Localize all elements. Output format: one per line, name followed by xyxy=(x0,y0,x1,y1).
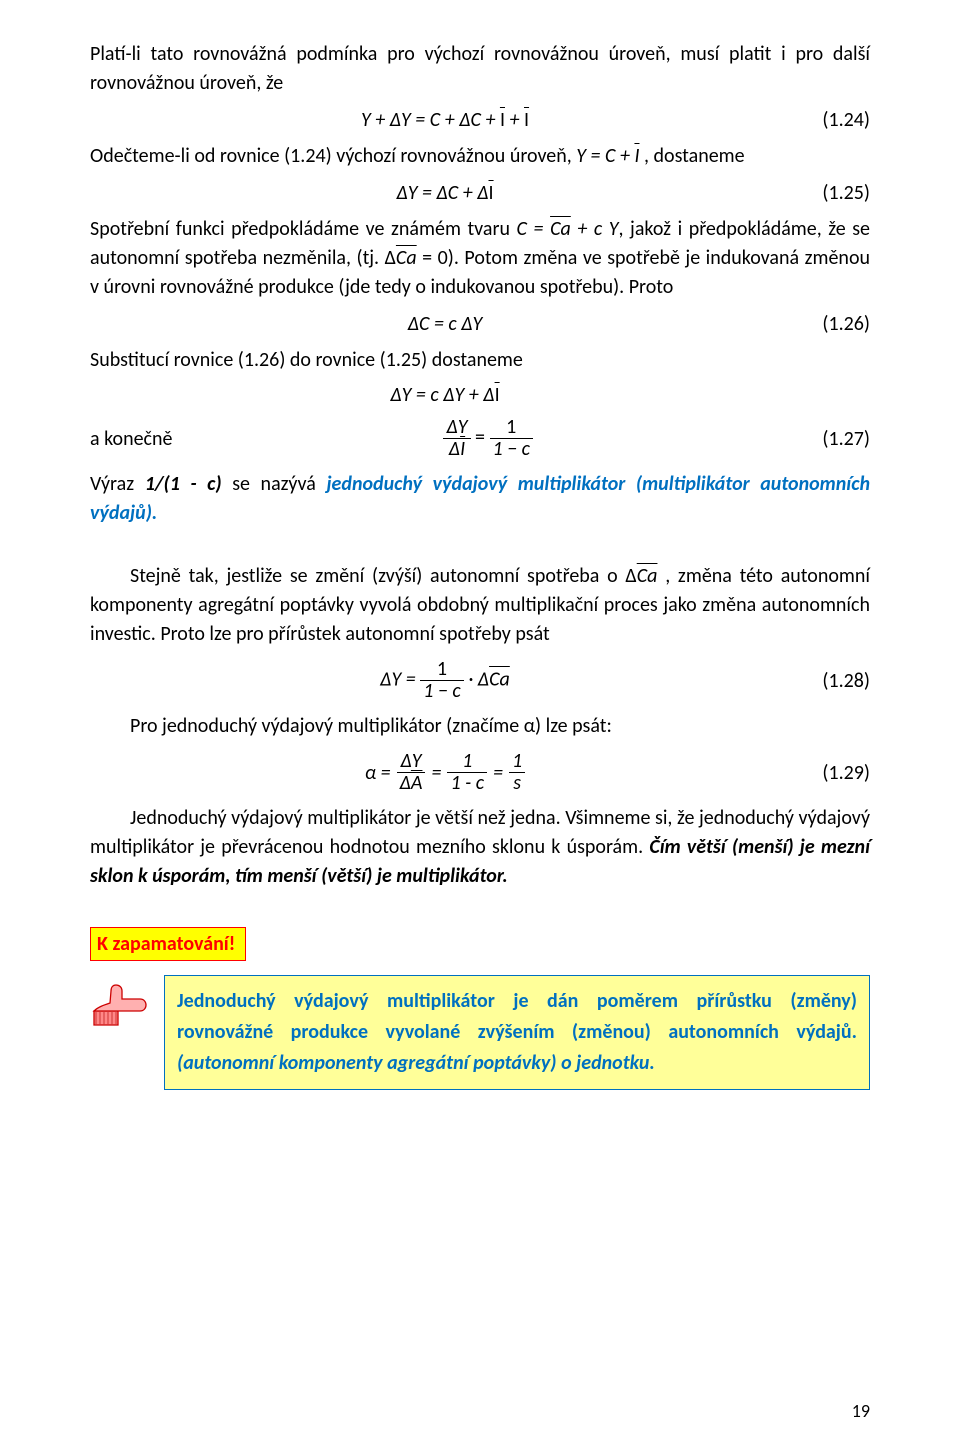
definition-box: Jednoduchý výdajový multiplikátor je dán… xyxy=(164,975,870,1090)
equation-1-25: ΔY = ΔC + ΔI (1.25) xyxy=(90,181,870,205)
eq-1-27-number: (1.27) xyxy=(800,427,870,451)
para-9: Jednoduchý výdajový multiplikátor je vět… xyxy=(90,804,870,891)
equation-1-28: ΔY = 1 1 − c · ΔCa (1.28) xyxy=(90,659,870,702)
para-8: Pro jednoduchý výdajový multiplikátor (z… xyxy=(90,712,870,741)
para-7: Stejně tak, jestliže se změní (zvýší) au… xyxy=(90,562,870,649)
eq-1-24-number: (1.24) xyxy=(800,108,870,132)
eq-1-25-body: ΔY = ΔC + Δ xyxy=(396,181,488,205)
eq-1-24-body: Y + ΔY = C + ΔC + xyxy=(361,108,500,132)
para-3: Spotřební funkci předpokládáme ve známém… xyxy=(90,215,870,302)
equation-1-24: Y + ΔY = C + ΔC + I + I (1.24) xyxy=(90,108,870,132)
para-1: Platí-li tato rovnovážná podmínka pro vý… xyxy=(90,40,870,98)
eq-1-27-lead: a konečně xyxy=(90,427,176,451)
page-number: 19 xyxy=(852,1400,870,1422)
equation-substitution: ΔY = c ΔY + ΔI xyxy=(90,383,870,407)
eq-1-26-body: ΔC = c ΔY xyxy=(90,312,800,336)
equation-1-27: a konečně ΔY ΔI = 1 1 − c (1.27) xyxy=(90,417,870,460)
pointing-hand-icon xyxy=(90,975,152,1034)
eq-1-25-number: (1.25) xyxy=(800,181,870,205)
para-4: Substitucí rovnice (1.26) do rovnice (1.… xyxy=(90,346,870,375)
remember-box: K zapamatování! xyxy=(90,927,246,961)
equation-1-26: ΔC = c ΔY (1.26) xyxy=(90,312,870,336)
para-2: Odečteme-li od rovnice (1.24) výchozí ro… xyxy=(90,142,870,171)
eq-1-26-number: (1.26) xyxy=(800,312,870,336)
para-6: Výraz 1/(1 - c) se nazývá jednoduchý výd… xyxy=(90,470,870,528)
eq-1-28-number: (1.28) xyxy=(800,669,870,693)
eq-1-29-number: (1.29) xyxy=(800,761,870,785)
equation-1-29: α = ΔY ΔA = 1 1 - c = 1 s (1.29) xyxy=(90,751,870,794)
